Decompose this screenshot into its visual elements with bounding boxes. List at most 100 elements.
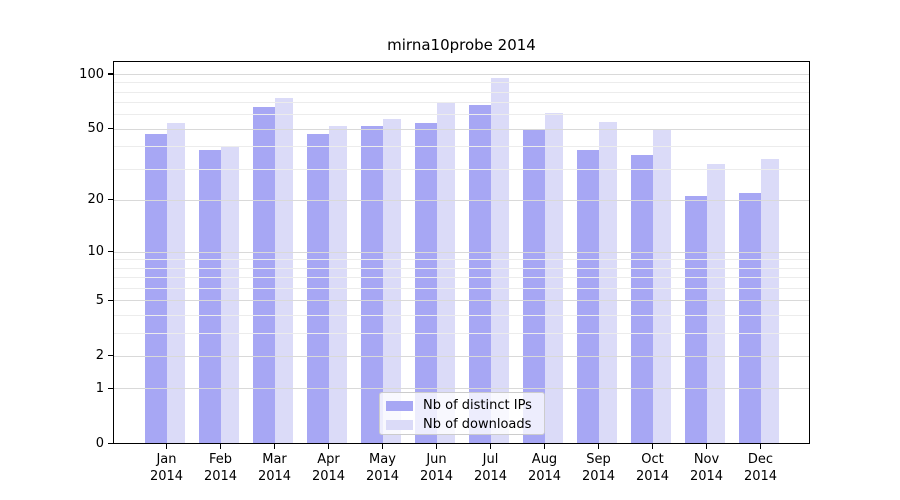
x-tick-year: 2014 (689, 469, 724, 484)
x-tick-label: Jun 2014 (409, 451, 465, 485)
bar (252, 107, 275, 444)
bar (198, 150, 221, 444)
minor-gridline (113, 168, 810, 170)
x-tick-month: Aug (531, 452, 558, 467)
major-gridline (113, 388, 810, 390)
x-tick-month: Sep (586, 452, 611, 467)
x-tick-label: Mar 2014 (247, 451, 303, 485)
x-tick-mark (759, 444, 762, 449)
bar (738, 192, 761, 444)
bar (684, 196, 707, 444)
x-tick-year: 2014 (311, 469, 346, 484)
x-tick-label: Feb 2014 (193, 451, 249, 485)
x-tick-month: Apr (317, 452, 340, 467)
x-tick-month: Jul (482, 452, 499, 467)
bar (166, 122, 185, 444)
x-tick-month: Jan (156, 452, 177, 467)
x-tick-mark (597, 444, 600, 449)
y-tick-label: 50 (87, 121, 104, 137)
bar (522, 129, 545, 444)
bar (220, 146, 239, 444)
x-tick-label: Aug 2014 (517, 451, 573, 485)
bar (490, 78, 509, 444)
bar (760, 159, 779, 444)
x-tick-month: Oct (641, 452, 664, 467)
minor-gridline (113, 102, 810, 104)
legend-label: Nb of distinct IPs (423, 398, 532, 413)
x-tick-year: 2014 (635, 469, 670, 484)
x-tick-mark (435, 444, 438, 449)
y-tick-label: 2 (95, 348, 104, 364)
x-tick-mark (381, 444, 384, 449)
x-tick-month: Mar (262, 452, 287, 467)
bar (652, 129, 671, 444)
x-tick-label: Apr 2014 (301, 451, 357, 485)
x-tick-year: 2014 (473, 469, 508, 484)
x-tick-label: Nov 2014 (679, 451, 735, 485)
x-tick-month: Nov (693, 452, 720, 467)
minor-gridline (113, 314, 810, 316)
minor-gridline (113, 82, 810, 84)
x-tick-month: May (369, 452, 396, 467)
bar (144, 133, 167, 444)
x-tick-year: 2014 (257, 469, 292, 484)
y-tick-label: 1 (95, 380, 104, 396)
x-tick-mark (327, 444, 330, 449)
minor-gridline (113, 287, 810, 289)
bar (706, 163, 725, 444)
y-tick-mark (108, 355, 113, 357)
y-tick-mark (108, 73, 113, 75)
bar (414, 122, 437, 444)
bar (436, 102, 455, 444)
legend: Nb of distinct IPs Nb of downloads (379, 392, 545, 435)
y-tick-mark (108, 251, 113, 253)
x-tick-mark (705, 444, 708, 449)
y-tick-label: 10 (87, 244, 104, 260)
y-tick-mark (108, 443, 113, 445)
x-tick-label: Sep 2014 (571, 451, 627, 485)
y-tick-label: 20 (87, 192, 104, 208)
x-tick-year: 2014 (203, 469, 238, 484)
bar (630, 154, 653, 444)
x-tick-label: Dec 2014 (733, 451, 789, 485)
minor-gridline (113, 91, 810, 93)
y-tick-mark (108, 387, 113, 389)
bar (360, 125, 383, 444)
major-gridline (113, 128, 810, 130)
major-gridline (113, 199, 810, 201)
bar (328, 125, 347, 444)
y-tick-mark (108, 128, 113, 130)
x-tick-year: 2014 (743, 469, 778, 484)
legend-label: Nb of downloads (423, 417, 532, 432)
x-tick-year: 2014 (365, 469, 400, 484)
bar (306, 133, 329, 444)
x-tick-mark (543, 444, 546, 449)
legend-item: Nb of downloads (380, 415, 544, 434)
bar (468, 104, 491, 444)
major-gridline (113, 355, 810, 357)
x-tick-mark (165, 444, 168, 449)
x-tick-month: Dec (747, 452, 774, 467)
y-tick-label: 5 (95, 292, 104, 308)
major-gridline (113, 251, 810, 253)
x-tick-mark (273, 444, 276, 449)
x-tick-label: Oct 2014 (625, 451, 681, 485)
minor-gridline (113, 146, 810, 148)
chart-title: mirna10probe 2014 (387, 36, 536, 54)
x-tick-year: 2014 (581, 469, 616, 484)
plot-area: Nb of distinct IPs Nb of downloads (113, 61, 810, 444)
bar (274, 98, 293, 444)
legend-swatch (386, 400, 413, 411)
major-gridline (113, 74, 810, 75)
x-tick-year: 2014 (149, 469, 184, 484)
x-tick-mark (651, 444, 654, 449)
minor-gridline (113, 332, 810, 334)
x-tick-mark (489, 444, 492, 449)
legend-item: Nb of distinct IPs (380, 396, 544, 415)
x-tick-mark (219, 444, 222, 449)
minor-gridline (113, 259, 810, 261)
y-tick-mark (108, 199, 113, 201)
x-tick-label: Jul 2014 (463, 451, 519, 485)
y-tick-label: 0 (95, 436, 104, 452)
